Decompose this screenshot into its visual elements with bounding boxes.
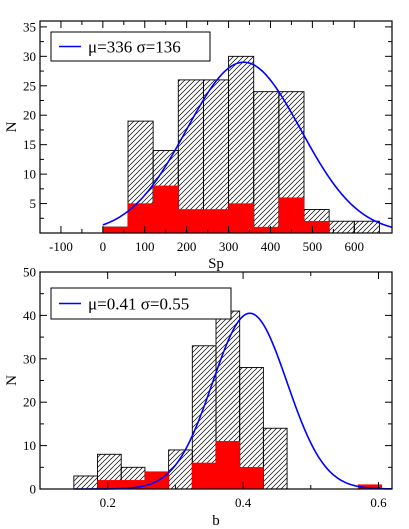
b-subset-bars bbox=[97, 441, 383, 490]
sp-y-tick-label: 25 bbox=[23, 78, 36, 93]
b-y-tick-label: 50 bbox=[23, 265, 36, 280]
sp-x-tick-label: 100 bbox=[135, 239, 155, 254]
sp-x-tick-label: -100 bbox=[49, 239, 73, 254]
sp-subset-bar bbox=[228, 203, 254, 234]
b-subset-bar bbox=[144, 471, 169, 490]
b-y-tick-label: 30 bbox=[23, 351, 36, 366]
b-all-bar bbox=[73, 475, 98, 490]
b-x-tick-label: 0.6 bbox=[370, 495, 387, 510]
sp-subset-bar bbox=[152, 185, 179, 234]
sp-x-tick-label: 600 bbox=[345, 239, 365, 254]
sp-subset-bars bbox=[102, 185, 330, 234]
panel-b-histogram: 0.2 0.4 0.6 0 10 20 30 40 50 b N μ=0.41 σ=0.55 bbox=[4, 265, 393, 529]
b-gaussian-fit-curve bbox=[73, 312, 393, 490]
sp-x-tick-label: 200 bbox=[177, 239, 197, 254]
sp-subset-bar bbox=[253, 226, 280, 234]
b-y-tick-label: 20 bbox=[23, 395, 36, 410]
b-y-ticks: 0 10 20 30 40 50 bbox=[23, 265, 392, 497]
b-all-bar bbox=[262, 427, 288, 490]
b-x-ticks: 0.2 0.4 0.6 bbox=[100, 272, 387, 510]
sp-legend: μ=336 σ=136 bbox=[50, 31, 211, 62]
sp-plot-frame bbox=[39, 20, 393, 234]
sp-all-bar bbox=[353, 220, 380, 234]
b-legend: μ=0.41 σ=0.55 bbox=[50, 287, 232, 320]
sp-subset-bar bbox=[303, 220, 330, 234]
sp-x-tick-label: 400 bbox=[261, 239, 281, 254]
sp-y-tick-label: 10 bbox=[23, 167, 36, 182]
sp-legend-label: μ=336 σ=136 bbox=[88, 38, 181, 57]
sp-y-tick-label: 15 bbox=[23, 137, 36, 152]
b-subset-bar bbox=[215, 441, 240, 490]
sp-y-ticks: 5 10 15 20 25 30 35 bbox=[23, 19, 392, 219]
sp-subset-bar bbox=[278, 197, 305, 234]
sp-x-ticks: -100 0 100 200 300 400 500 600 bbox=[49, 21, 364, 254]
b-subset-bar bbox=[97, 480, 122, 490]
b-subset-bar bbox=[192, 462, 217, 490]
sp-x-tick-label: 500 bbox=[303, 239, 323, 254]
sp-x-axis-label: Sp bbox=[208, 256, 224, 272]
sp-all-bar bbox=[253, 91, 280, 234]
b-legend-label: μ=0.41 σ=0.55 bbox=[88, 295, 189, 314]
b-x-tick-label: 0.4 bbox=[235, 495, 252, 510]
sp-y-tick-label: 30 bbox=[23, 49, 36, 64]
sp-y-axis-label: N bbox=[4, 121, 20, 132]
sp-y-tick-label: 20 bbox=[23, 108, 36, 123]
sp-gaussian-fit-curve bbox=[102, 61, 393, 229]
sp-x-tick-label: 0 bbox=[100, 239, 107, 254]
b-all-bars bbox=[73, 310, 288, 490]
b-y-tick-label: 10 bbox=[23, 438, 36, 453]
b-x-tick-label: 0.2 bbox=[100, 495, 116, 510]
sp-y-tick-label: 35 bbox=[23, 19, 36, 34]
b-x-axis-label: b bbox=[212, 513, 220, 529]
sp-subset-bar bbox=[178, 209, 204, 234]
panel-sp-histogram: -100 0 100 200 300 400 500 600 5 10 15 20 25 30 35 Sp… bbox=[4, 19, 393, 272]
b-y-axis-label: N bbox=[4, 375, 20, 386]
b-y-tick-label: 0 bbox=[30, 482, 37, 497]
b-y-tick-label: 40 bbox=[23, 308, 36, 323]
sp-y-tick-label: 5 bbox=[30, 196, 37, 211]
sp-x-tick-label: 300 bbox=[219, 239, 239, 254]
